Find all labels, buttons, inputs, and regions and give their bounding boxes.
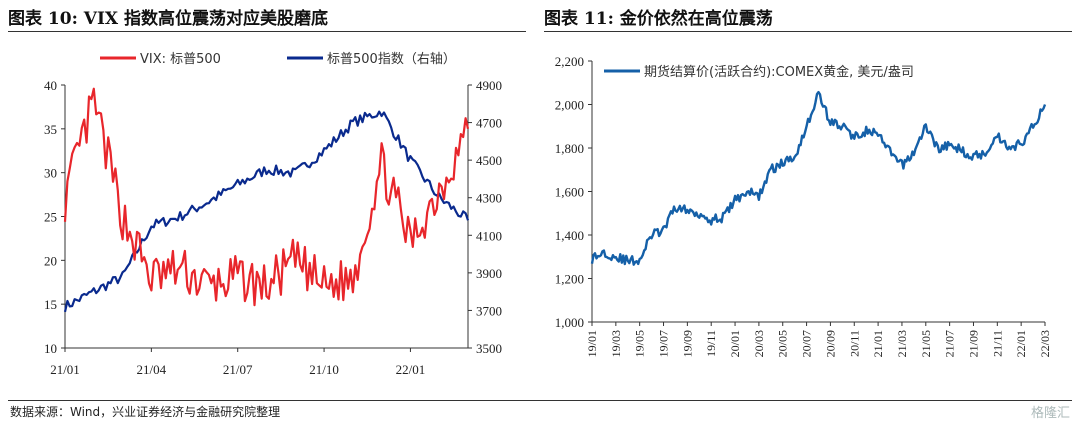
chart-2-y-tick-label: 2,000 [555, 98, 584, 113]
chart-1-left-tick-label: 10 [44, 341, 57, 356]
chart-2-x-tick-label: 22/01 [1014, 330, 1028, 357]
chart-1-right-tick-label: 4300 [476, 191, 502, 206]
watermark-logo: 格隆汇 [1030, 406, 1070, 421]
chart-1-left-tick-label: 25 [44, 210, 57, 225]
chart-1-series-sp500-line [63, 110, 470, 313]
chart-1-left-tick-label: 15 [44, 297, 57, 312]
chart-2-y-tick-label: 1,200 [555, 272, 584, 287]
chart-2-y-tick-label: 1,000 [555, 315, 584, 330]
chart-2-y-tick-label: 1,800 [555, 141, 584, 156]
chart-1-series-vix-line [63, 87, 470, 307]
chart-2-x-tick-label: 19/05 [633, 330, 647, 357]
chart-2-x-tick-label: 20/11 [847, 330, 861, 357]
chart-2-legend-label: 期货结算价(活跃合约):COMEX黄金, 美元/盎司 [644, 64, 914, 80]
chart-1-title: 图表 10: VIX 指数高位震荡对应美股磨底 [8, 9, 329, 29]
chart-2-x-tick-label: 21/03 [895, 330, 909, 357]
chart-2-x-tick-label: 21/05 [919, 330, 933, 357]
chart-2-x-tick-label: 20/03 [752, 330, 766, 357]
chart-2-x-tick-label: 19/07 [657, 330, 671, 357]
chart-1-x-tick-label: 21/07 [223, 362, 253, 377]
chart-1-x-tick-label: 21/04 [137, 362, 167, 377]
chart-2-x-tick-label: 21/07 [943, 330, 957, 357]
chart-2-x-tick-label: 21/11 [990, 330, 1004, 357]
source-note: 数据来源：Wind，兴业证券经济与金融研究院整理 [10, 405, 281, 419]
chart-2-x-tick-label: 19/01 [585, 330, 599, 357]
chart-2-x-tick-label: 22/03 [1038, 330, 1052, 357]
chart-1-legend-sp500-label: 标普500指数（右轴） [327, 52, 456, 67]
chart-2-x-tick-label: 19/11 [704, 330, 718, 357]
chart-1-legend-vix-label: VIX: 标普500 [140, 52, 221, 67]
chart-2-x-tick-label: 20/07 [800, 330, 814, 357]
chart-1-right-tick-label: 3500 [476, 341, 502, 356]
chart-2-y-tick-label: 2,200 [555, 54, 584, 69]
chart-1-left-tick-label: 30 [44, 166, 57, 181]
chart-1-left-tick-label: 35 [44, 122, 57, 137]
chart-1-x-tick-label: 21/10 [309, 362, 339, 377]
chart-2-title-rule [544, 31, 1072, 32]
chart-2-x-tick-label: 20/09 [823, 330, 837, 357]
chart-1-x-tick-label: 22/01 [396, 362, 426, 377]
chart-1-x-tick-label: 21/01 [50, 362, 80, 377]
chart-1-title-rule [8, 31, 526, 32]
chart-2-x-tick-label: 19/09 [680, 330, 694, 357]
chart-2-x-tick-label: 20/01 [728, 330, 742, 357]
chart-1-left-tick-label: 20 [44, 253, 57, 268]
chart-2-title: 图表 11: 金价依然在高位震荡 [544, 9, 773, 29]
chart-2-x-tick-label: 19/03 [609, 330, 623, 357]
chart-2-series-gold-line [590, 90, 1047, 266]
footer-rule [8, 400, 1072, 401]
chart-2-x-tick-label: 20/05 [776, 330, 790, 357]
chart-1-right-tick-label: 3700 [476, 303, 502, 318]
chart-2-y-tick-label: 1,400 [555, 228, 584, 243]
chart-1-left-tick-label: 40 [44, 78, 57, 93]
chart-1-right-tick-label: 4500 [476, 153, 502, 168]
chart-2-x-tick-label: 21/01 [871, 330, 885, 357]
chart-2-y-tick-label: 1,600 [555, 185, 584, 200]
chart-2-x-tick-label: 21/09 [966, 330, 980, 357]
chart-1-right-tick-label: 3900 [476, 266, 502, 281]
chart-1-right-tick-label: 4700 [476, 116, 502, 131]
chart-1-right-tick-label: 4900 [476, 78, 502, 93]
chart-1-right-tick-label: 4100 [476, 228, 502, 243]
